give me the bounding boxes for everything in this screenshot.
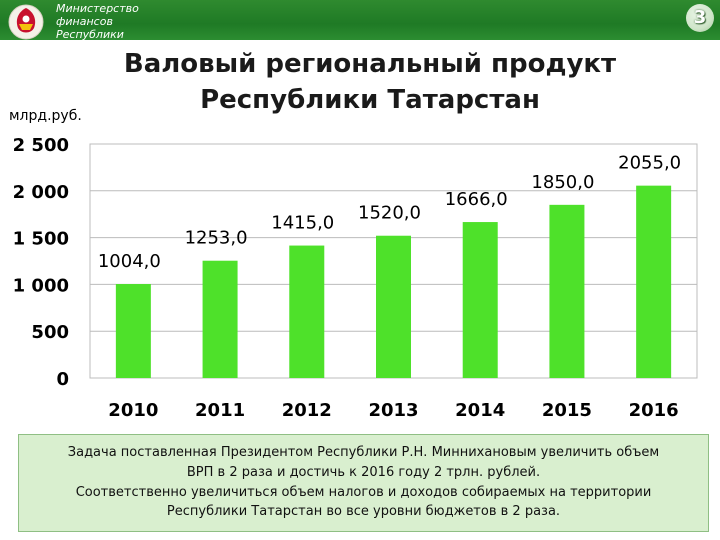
slide-title: Валовый региональный продукт Республики … [100,46,640,118]
bar [115,284,151,378]
x-tick-label: 2011 [195,400,245,421]
y-tick-label: 2 000 [13,182,69,203]
ministry-label: Министерство финансов Республики [56,2,166,40]
bar-chart: 0 500 1 000 1 500 2 000 2 500 2010 1004,0 2011 12… [13,135,698,421]
bar [462,222,498,378]
note-line: Задача поставленная Президентом Республи… [67,445,660,460]
data-label: 1666,0 [445,189,508,210]
note-box: Задача поставленная Президентом Республи… [18,434,709,532]
ministry-line: финансов [56,15,113,28]
bar [376,235,411,378]
data-label: 2055,0 [618,153,681,174]
bar [549,204,585,378]
bar [202,260,238,378]
y-tick-label: 2 500 [13,135,69,156]
ministry-line: Республики [56,28,124,40]
data-label: 1253,0 [185,228,248,249]
data-label: 1004,0 [98,251,161,272]
y-axis-unit-label: млрд.руб. [9,108,82,124]
page-number-badge: 3 [686,4,714,32]
note-line: Республики Татарстан во все уровни бюдже… [166,504,561,520]
y-tick-label: 0 [56,369,69,390]
x-tick-label: 2015 [542,400,592,421]
bar [636,185,672,378]
header-bar: Министерство финансов Республики 3 [0,0,720,40]
y-tick-label: 500 [31,322,69,343]
ministry-line: Министерство [56,2,139,15]
x-tick-label: 2012 [282,400,332,421]
bar [289,245,325,378]
data-label: 1520,0 [358,203,421,224]
title-line: Валовый региональный продукт [123,49,617,79]
data-label: 1415,0 [271,213,334,234]
coat-of-arms-icon [8,4,44,40]
title-line: Республики Татарстан [200,85,540,115]
x-tick-label: 2013 [368,400,418,421]
note-line: Соответственно увеличиться объем налогов… [75,484,652,500]
x-tick-label: 2014 [455,400,505,421]
x-tick-label: 2016 [629,400,679,421]
y-tick-label: 1 000 [13,275,69,296]
y-tick-label: 1 500 [13,229,69,250]
x-tick-label: 2010 [108,400,158,421]
data-label: 1850,0 [531,172,594,193]
note-line: ВРП в 2 раза и достичь к 2016 году 2 трл… [186,464,541,480]
